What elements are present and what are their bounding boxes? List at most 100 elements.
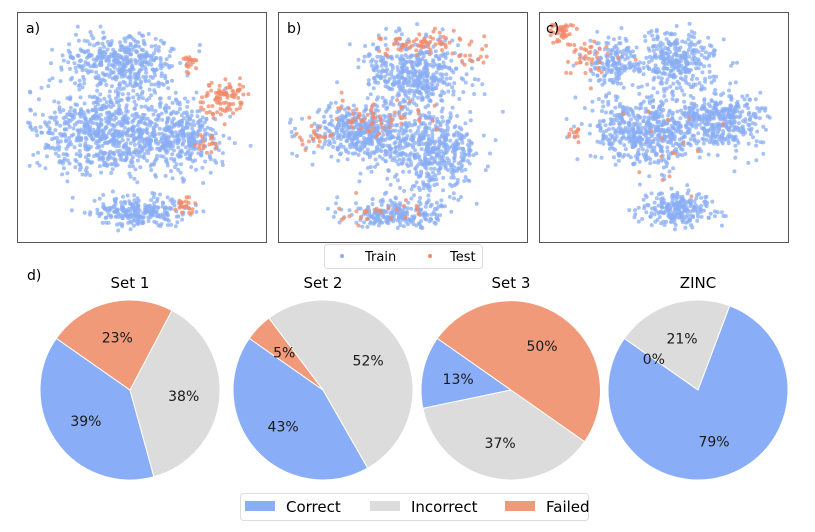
train-point — [443, 128, 447, 133]
train-point — [62, 127, 67, 132]
test-point — [354, 191, 359, 195]
train-point — [727, 94, 732, 99]
train-point — [50, 145, 55, 150]
train-point — [397, 102, 402, 107]
train-point — [110, 167, 115, 172]
train-point — [312, 121, 317, 126]
test-point — [388, 125, 393, 130]
train-point — [437, 143, 442, 147]
test-point — [197, 146, 202, 151]
train-point — [670, 116, 675, 121]
train-point — [635, 130, 639, 135]
train-point — [682, 110, 687, 115]
train-point — [95, 88, 100, 93]
train-point — [165, 119, 170, 124]
train-point — [689, 101, 694, 106]
train-point — [354, 142, 359, 146]
train-point — [432, 76, 437, 81]
train-point — [355, 147, 359, 151]
train-point — [434, 200, 439, 205]
train-point — [659, 123, 664, 127]
train-point — [721, 37, 726, 42]
train-point — [410, 138, 415, 143]
train-point — [456, 161, 461, 166]
test-point — [313, 132, 318, 137]
train-point — [686, 141, 691, 146]
train-point — [166, 86, 171, 91]
test-point — [482, 34, 487, 39]
train-point — [746, 160, 751, 165]
train-point — [130, 205, 135, 210]
train-point — [404, 124, 409, 129]
train-point — [44, 122, 49, 127]
train-point — [376, 95, 380, 100]
train-point — [147, 79, 152, 83]
train-point — [83, 135, 88, 140]
train-point — [92, 198, 97, 203]
train-point — [382, 99, 387, 104]
train-point — [615, 113, 620, 117]
train-point — [390, 66, 395, 71]
test-point — [410, 43, 415, 48]
train-point — [86, 109, 91, 114]
train-point — [707, 63, 712, 68]
train-point — [227, 136, 232, 141]
train-point — [113, 163, 118, 168]
test-point — [238, 76, 242, 81]
train-point — [651, 77, 656, 82]
train-point — [135, 217, 140, 222]
train-point — [438, 53, 443, 58]
train-point — [673, 65, 678, 70]
train-point — [403, 140, 408, 145]
test-point — [433, 42, 438, 47]
test-point — [210, 111, 215, 116]
train-point — [687, 54, 691, 59]
train-point — [165, 160, 170, 165]
train-point — [330, 123, 335, 128]
tsne-panel-c: c) — [539, 12, 789, 243]
train-point — [145, 131, 150, 136]
train-point — [703, 122, 708, 127]
train-point — [424, 116, 428, 120]
train-point — [137, 126, 142, 131]
train-point — [647, 95, 652, 100]
train-point — [433, 173, 438, 178]
train-point — [461, 90, 466, 95]
train-point — [627, 113, 632, 118]
train-point — [397, 93, 402, 97]
train-point — [400, 74, 404, 79]
train-point — [323, 139, 328, 144]
train-point — [56, 100, 61, 105]
test-point — [337, 206, 342, 211]
train-point — [457, 97, 462, 101]
train-point — [192, 123, 197, 127]
train-point — [95, 211, 100, 216]
train-point — [427, 126, 432, 131]
test-point — [450, 51, 455, 56]
train-point — [153, 47, 158, 52]
test-point — [359, 118, 364, 123]
train-point — [362, 136, 366, 140]
train-point — [149, 168, 154, 172]
train-point — [202, 128, 207, 132]
train-point — [627, 132, 631, 137]
train-point — [717, 127, 722, 132]
train-point — [459, 76, 464, 81]
train-point — [382, 74, 387, 79]
train-point — [362, 54, 367, 59]
train-point — [450, 162, 455, 167]
train-point — [115, 52, 120, 57]
train-point — [452, 158, 457, 163]
train-point — [610, 141, 615, 146]
train-point — [623, 65, 627, 70]
train-point — [761, 124, 766, 129]
train-point — [753, 97, 758, 102]
train-point — [195, 134, 200, 139]
train-point — [122, 143, 127, 148]
train-point — [695, 112, 700, 116]
train-point — [85, 159, 90, 164]
train-point — [617, 36, 622, 40]
train-point — [137, 44, 141, 49]
train-point — [323, 131, 328, 136]
train-point — [630, 109, 635, 114]
